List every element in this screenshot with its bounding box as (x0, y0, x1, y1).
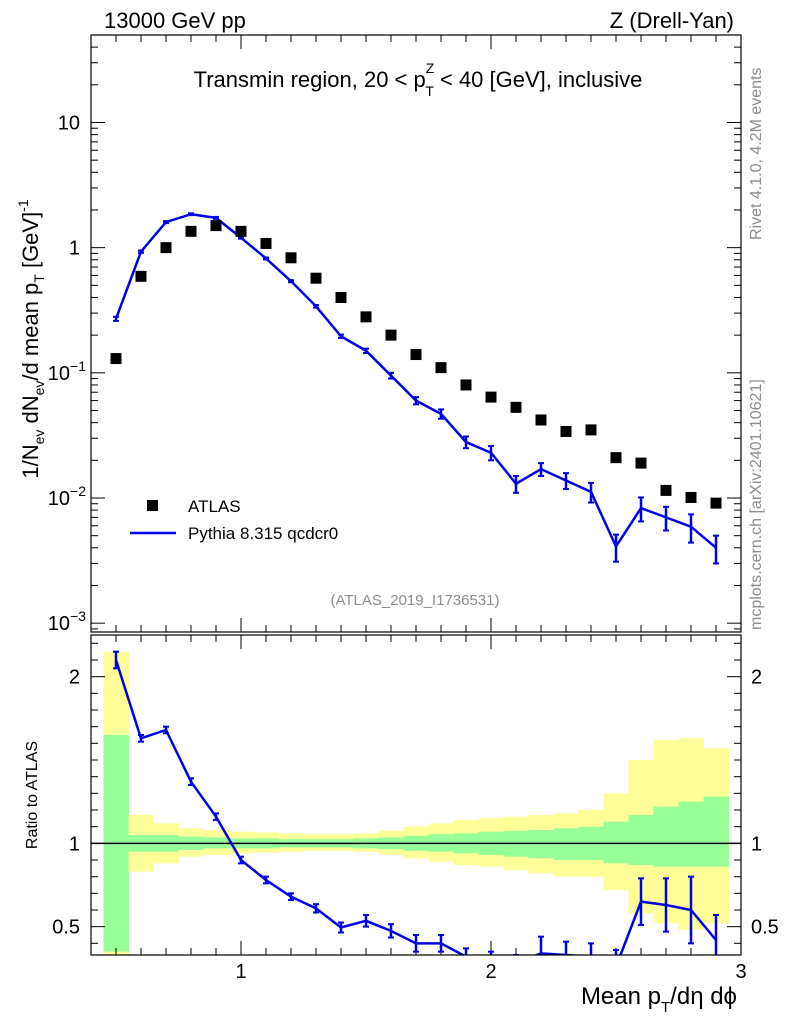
stat-uncertainty-band (703, 796, 729, 867)
atlas-point (435, 362, 447, 374)
ratio-y-tick-label-right: 1 (751, 833, 762, 855)
mcplots-label: mcplots.cern.ch [arXiv:2401.10621] (748, 379, 765, 630)
rivet-label: Rivet 4.1.0, 4.2M events (748, 67, 765, 240)
atlas-point (460, 379, 472, 391)
x-tick-label: 1 (235, 961, 246, 983)
atlas-point (360, 311, 372, 323)
ratio-bands (103, 651, 729, 955)
atlas-point (685, 491, 697, 503)
atlas-point (285, 252, 297, 264)
atlas-point (560, 425, 572, 437)
atlas-point (260, 237, 272, 249)
atlas-point (410, 349, 422, 361)
atlas-point (610, 452, 622, 464)
atlas-point (135, 270, 147, 282)
ratio-axis-ticks: 0.5 0.5 1 1 2 2 1 2 3 (52, 635, 779, 983)
y-tick-label: 1 (69, 238, 80, 260)
atlas-point (635, 457, 647, 469)
y-tick-label: 10 (58, 112, 80, 134)
stat-uncertainty-band (628, 815, 654, 865)
y-tick-label: 10−1 (48, 358, 86, 385)
process-label: Z (Drell-Yan) (610, 8, 734, 33)
atlas-point (335, 291, 347, 303)
x-axis-label: Mean pT/dη dϕ (581, 983, 737, 1016)
ratio-y-label: Ratio to ATLAS (24, 741, 41, 849)
y-tick-label: 10−3 (48, 608, 86, 635)
legend-pythia-label: Pythia 8.315 qcdcr0 (188, 524, 338, 543)
stat-uncertainty-band (553, 828, 579, 860)
ratio-y-tick-label-right: 0.5 (751, 917, 779, 939)
ratio-y-tick-label: 1 (69, 833, 80, 855)
ratio-panel: 0.5 0.5 1 1 2 2 1 2 3 Ratio to ATLAS Mean pT/dη … (24, 634, 779, 1016)
stat-uncertainty-band (678, 801, 704, 867)
stat-uncertainty-band (528, 830, 554, 859)
atlas-point (310, 272, 322, 284)
ratio-data-layer (113, 650, 719, 955)
y-tick-label: 10−2 (48, 483, 86, 510)
analysis-watermark: (ATLAS_2019_I1736531) (330, 592, 499, 609)
atlas-point (485, 391, 497, 403)
main-data-layer (110, 212, 722, 565)
main-panel: 10 1 10−1 10−2 10−3 Transmin region, 20 < pZ… (15, 34, 742, 635)
atlas-point (385, 329, 397, 341)
ratio-frame (90, 634, 742, 956)
main-y-label: 1/Nev dNev/d mean pT [GeV]-1 (15, 199, 47, 479)
energy-label: 13000 GeV pp (104, 8, 246, 33)
atlas-point (185, 225, 197, 237)
ratio-y-tick-label: 2 (69, 667, 80, 689)
stat-uncertainty-band (603, 821, 629, 864)
ratio-y-tick-label-right: 2 (751, 667, 762, 689)
atlas-point (535, 414, 547, 426)
atlas-point (510, 401, 522, 413)
legend: ATLAS Pythia 8.315 qcdcr0 (130, 497, 338, 543)
atlas-point (210, 220, 222, 232)
stat-uncertainty-band (653, 806, 679, 867)
atlas-point (110, 353, 122, 365)
atlas-point (160, 242, 172, 254)
atlas-point (660, 484, 672, 496)
main-frame (90, 34, 742, 633)
atlas-point (710, 497, 722, 509)
legend-atlas-marker (147, 500, 158, 511)
ratio-y-tick-label: 0.5 (52, 917, 80, 939)
main-title: Transmin region, 20 < pZ T < 40 [GeV], in… (194, 60, 643, 99)
x-tick-label: 2 (485, 961, 496, 983)
x-tick-label: 3 (735, 961, 746, 983)
legend-atlas-label: ATLAS (188, 497, 241, 516)
atlas-point (585, 424, 597, 436)
atlas-point (235, 225, 247, 237)
